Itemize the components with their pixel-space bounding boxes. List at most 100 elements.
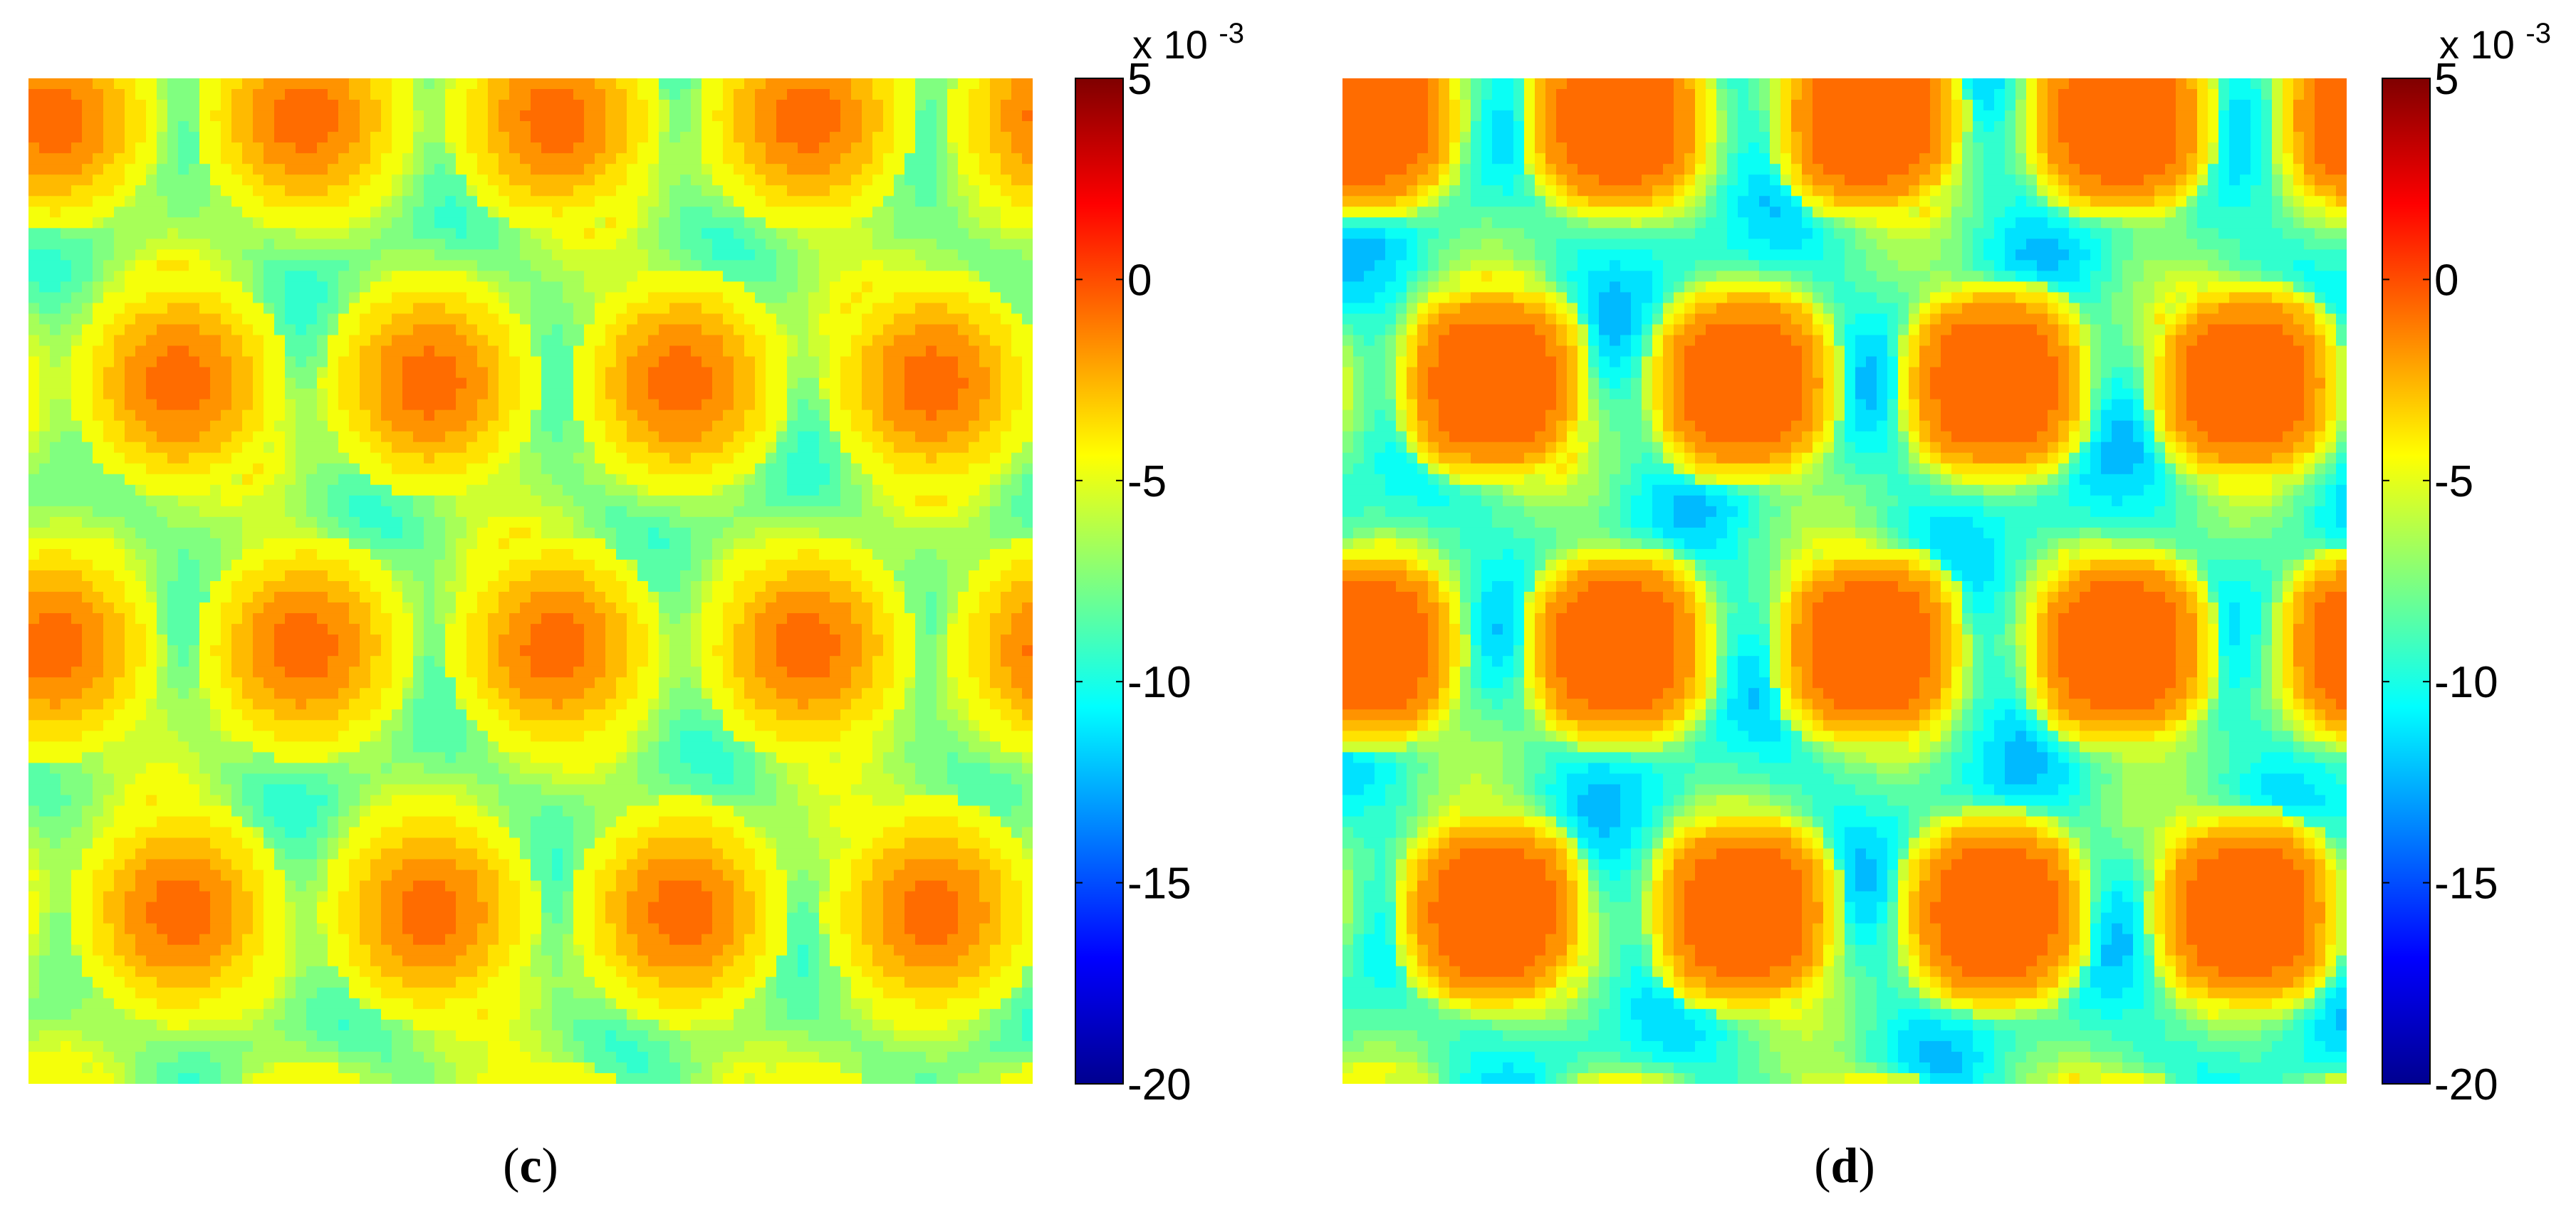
heatmap-c-cell <box>755 516 766 528</box>
heatmap-c-cell <box>488 345 499 357</box>
heatmap-c-cell <box>605 388 617 400</box>
heatmap-c-cell <box>520 409 531 422</box>
heatmap-c-cell <box>573 592 585 603</box>
heatmap-c-cell <box>509 281 521 293</box>
heatmap-c-cell <box>595 174 606 186</box>
heatmap-c-cell <box>851 132 862 143</box>
heatmap-c-cell <box>381 249 392 261</box>
heatmap-c-cell <box>39 271 51 282</box>
heatmap-c-cell <box>669 110 681 122</box>
heatmap-c-cell <box>499 474 510 486</box>
heatmap-c-cell <box>595 613 606 625</box>
heatmap-c-cell <box>39 164 51 175</box>
heatmap-c-cell <box>531 356 542 368</box>
heatmap-c-cell <box>573 399 585 411</box>
heatmap-c-cell <box>370 527 382 539</box>
heatmap-c-cell <box>114 592 125 603</box>
heatmap-c-cell <box>541 121 553 132</box>
heatmap-c-cell <box>659 196 670 207</box>
heatmap-c-cell <box>146 345 157 357</box>
heatmap-c-cell <box>776 484 788 496</box>
heatmap-c-cell <box>915 196 927 207</box>
heatmap-c-cell <box>1001 634 1012 646</box>
heatmap-c-cell <box>552 463 563 475</box>
heatmap-c-cell <box>541 164 553 175</box>
heatmap-c-cell <box>114 559 125 571</box>
heatmap-c-cell <box>146 121 157 132</box>
heatmap-c-cell <box>819 132 830 143</box>
heatmap-c-cell <box>189 409 200 422</box>
heatmap-c-cell <box>862 207 873 218</box>
heatmap-c-cell <box>744 527 756 539</box>
heatmap-c-cell <box>50 292 61 304</box>
heatmap-c-cell <box>563 452 574 464</box>
heatmap-c-cell <box>734 516 745 528</box>
heatmap-c-cell <box>114 645 125 657</box>
heatmap-c-cell <box>659 324 670 336</box>
heatmap-c-cell <box>990 495 1001 507</box>
heatmap-c-cell <box>317 324 328 336</box>
heatmap-c-cell <box>862 271 873 282</box>
heatmap-c-cell <box>990 260 1001 271</box>
heatmap-c-cell <box>306 613 318 625</box>
heatmap-c-cell <box>360 207 371 218</box>
heatmap-c-cell <box>776 292 788 304</box>
heatmap-c-cell <box>488 110 499 122</box>
heatmap-c-cell <box>787 624 798 635</box>
heatmap-c-cell <box>979 345 991 357</box>
heatmap-c-cell <box>370 228 382 239</box>
heatmap-c-cell <box>306 228 318 239</box>
heatmap-c-cell <box>445 185 457 197</box>
heatmap-c-cell <box>231 260 243 271</box>
heatmap-c-cell <box>392 185 403 197</box>
heatmap-c-cell <box>221 132 232 143</box>
heatmap-c-cell <box>808 442 820 454</box>
heatmap-c-cell <box>402 271 414 282</box>
heatmap-c-cell <box>242 463 254 475</box>
heatmap-c-cell <box>969 367 980 379</box>
heatmap-c-cell <box>509 377 521 390</box>
heatmap-c-cell <box>456 570 467 582</box>
heatmap-c-cell <box>552 548 563 560</box>
heatmap-c-cell <box>296 484 307 496</box>
heatmap-c-cell <box>883 602 895 614</box>
heatmap-c-cell <box>413 121 424 132</box>
heatmap-c-cell <box>862 399 873 411</box>
heatmap-c-cell <box>488 548 499 560</box>
heatmap-c-cell <box>691 538 702 550</box>
heatmap-c-cell <box>616 164 627 175</box>
heatmap-c-cell <box>1001 78 1012 90</box>
heatmap-c-cell <box>381 581 392 592</box>
heatmap-c-cell <box>1001 89 1012 100</box>
heatmap-c-cell <box>702 592 713 603</box>
heatmap-c-cell <box>392 249 403 261</box>
heatmap-c-cell <box>776 228 788 239</box>
heatmap-c-cell <box>253 570 264 582</box>
heatmap-c-cell <box>1001 420 1012 432</box>
heatmap-c-cell <box>274 548 286 560</box>
heatmap-c-cell <box>712 335 724 347</box>
heatmap-c-cell <box>958 548 969 560</box>
heatmap-c-cell <box>840 442 852 454</box>
heatmap-c-cell <box>274 132 286 143</box>
heatmap-c-cell <box>915 538 927 550</box>
heatmap-c-cell <box>862 324 873 336</box>
heatmap-c-cell <box>648 281 659 293</box>
heatmap-c-cell <box>1022 538 1033 550</box>
heatmap-c-cell <box>253 249 264 261</box>
heatmap-c-cell <box>958 570 969 582</box>
heatmap-c-cell <box>509 100 521 111</box>
heatmap-c-cell <box>669 260 681 271</box>
heatmap-c-cell <box>93 89 104 100</box>
heatmap-c-cell <box>189 527 200 539</box>
heatmap-c-cell <box>573 303 585 315</box>
heatmap-c-cell <box>413 388 424 400</box>
heatmap-c-cell <box>595 634 606 646</box>
heatmap-c-cell <box>39 356 51 368</box>
heatmap-c-cell <box>734 271 745 282</box>
heatmap-c-cell <box>466 377 478 390</box>
heatmap-c-cell <box>883 217 895 229</box>
heatmap-c-cell <box>274 592 286 603</box>
heatmap-c-cell <box>595 581 606 592</box>
heatmap-c-cell <box>39 431 51 443</box>
